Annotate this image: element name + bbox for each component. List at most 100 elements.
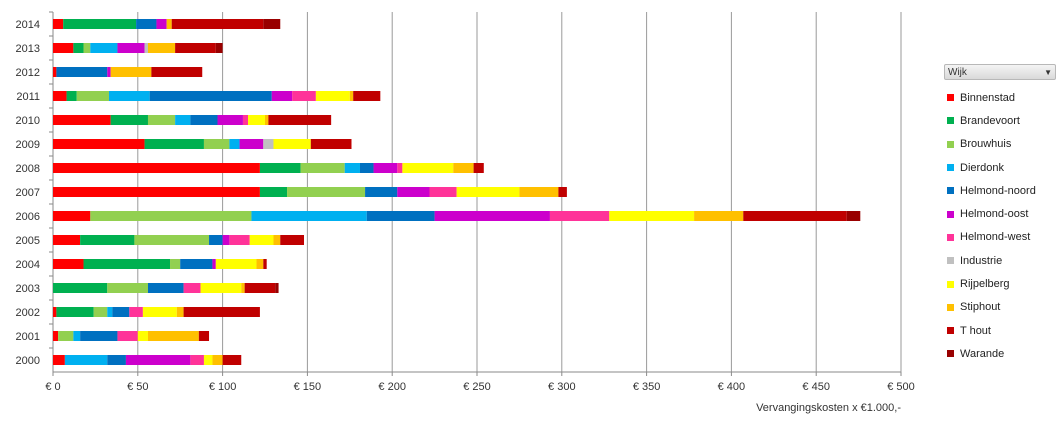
bar-segment: [180, 259, 213, 269]
y-tick-label: 2003: [16, 283, 40, 295]
bar-segment: [268, 115, 332, 125]
bar-segment: [229, 139, 240, 149]
bar-segment: [275, 283, 279, 293]
bar-segment: [117, 43, 145, 53]
bar-segment: [373, 163, 398, 173]
bar-segment: [263, 259, 267, 269]
bar-segment: [176, 307, 184, 317]
x-tick-label: € 300: [548, 381, 576, 393]
y-tick-label: 2014: [16, 19, 40, 31]
legend-swatch: [947, 327, 954, 335]
y-tick-label: 2002: [16, 307, 40, 319]
x-tick-label: € 350: [633, 381, 661, 393]
legend-list: Binnenstad Brandevoort Brouwhuis Dierdonk He…: [944, 86, 1056, 366]
bar-segment: [359, 163, 374, 173]
bar-segment: [73, 43, 84, 53]
legend-label: Rijpelberg: [960, 278, 1010, 291]
legend-label: Binnenstad: [960, 91, 1016, 104]
legend-swatch: [947, 280, 954, 288]
bar-segment: [292, 91, 316, 101]
bar-segment: [212, 355, 223, 365]
bar-segment: [110, 115, 148, 125]
bar-segment: [53, 67, 57, 77]
bar-segment: [241, 283, 245, 293]
bar-segment: [263, 139, 274, 149]
bar-segment: [117, 331, 138, 341]
bar-segment: [300, 163, 345, 173]
bar-segment: [107, 67, 111, 77]
bar-segment: [53, 163, 260, 173]
legend-item: Helmond-west: [944, 226, 1056, 249]
bar-segment: [203, 139, 230, 149]
bar-segment: [251, 211, 367, 221]
bar-segment: [156, 19, 167, 29]
bar-segment: [53, 91, 67, 101]
x-tick-label: € 0: [45, 381, 60, 393]
y-tick-label: 2000: [16, 355, 40, 367]
legend-label: Dierdonk: [960, 161, 1005, 174]
bar-segment: [56, 67, 108, 77]
bar-segment: [263, 19, 281, 29]
bar-segment: [175, 43, 216, 53]
bar-segment: [215, 259, 257, 269]
bar-segment: [366, 211, 435, 221]
bar-segment: [453, 163, 474, 173]
bar-segment: [110, 67, 152, 77]
bar-segment: [129, 307, 143, 317]
bar-segment: [222, 355, 242, 365]
legend-swatch: [947, 164, 954, 172]
bar-segment: [200, 283, 242, 293]
bar-segment: [63, 19, 137, 29]
bar-segment: [429, 187, 457, 197]
bar-segment: [239, 139, 264, 149]
bar-segment: [53, 187, 260, 197]
legend-swatch: [947, 303, 954, 311]
x-tick-label: € 200: [378, 381, 406, 393]
chevron-down-icon[interactable]: ▼: [1044, 68, 1052, 77]
bar-segment: [315, 91, 350, 101]
bar-segment: [53, 139, 145, 149]
bar-segment: [53, 283, 108, 293]
bar-segment: [66, 91, 77, 101]
bar-segment: [349, 91, 354, 101]
y-tick-label: 2004: [16, 259, 40, 271]
legend-item: Warande: [944, 342, 1056, 365]
bar-segment: [53, 355, 65, 365]
bar-segment: [53, 211, 91, 221]
legend-filter-dropdown[interactable]: Wijk ▼: [944, 64, 1056, 80]
legend-label: Brandevoort: [960, 114, 1020, 127]
legend-header-label: Wijk: [948, 67, 967, 78]
y-tick-label: 2007: [16, 187, 40, 199]
bar-segment: [147, 43, 176, 53]
legend-swatch: [947, 257, 954, 265]
bar-segment: [609, 211, 695, 221]
y-tick-label: 2011: [16, 91, 40, 103]
bar-segment: [280, 235, 305, 245]
bar-segment: [53, 115, 111, 125]
legend-swatch: [947, 117, 954, 125]
bar-segment: [402, 163, 454, 173]
y-tick-label: 2006: [16, 211, 40, 223]
bar-segment: [147, 115, 176, 125]
bar-segment: [229, 235, 250, 245]
bar-segment: [112, 307, 130, 317]
bar-segment: [73, 331, 81, 341]
bar-segment: [287, 187, 366, 197]
bar-segment: [190, 355, 204, 365]
bar-segment: [53, 259, 84, 269]
bar-segment: [203, 355, 213, 365]
bar-segment: [397, 187, 430, 197]
bar-segment: [265, 115, 269, 125]
bar-segment: [215, 43, 223, 53]
bar-segment: [256, 259, 264, 269]
bar-segment: [107, 307, 113, 317]
bar-segment: [166, 19, 172, 29]
bar-segment: [90, 211, 252, 221]
legend-swatch: [947, 233, 954, 241]
bar-segment: [144, 43, 148, 53]
y-tick-label: 2012: [16, 67, 40, 79]
bar-segment: [273, 235, 281, 245]
bar-segment: [353, 91, 381, 101]
legend-swatch: [947, 350, 954, 358]
